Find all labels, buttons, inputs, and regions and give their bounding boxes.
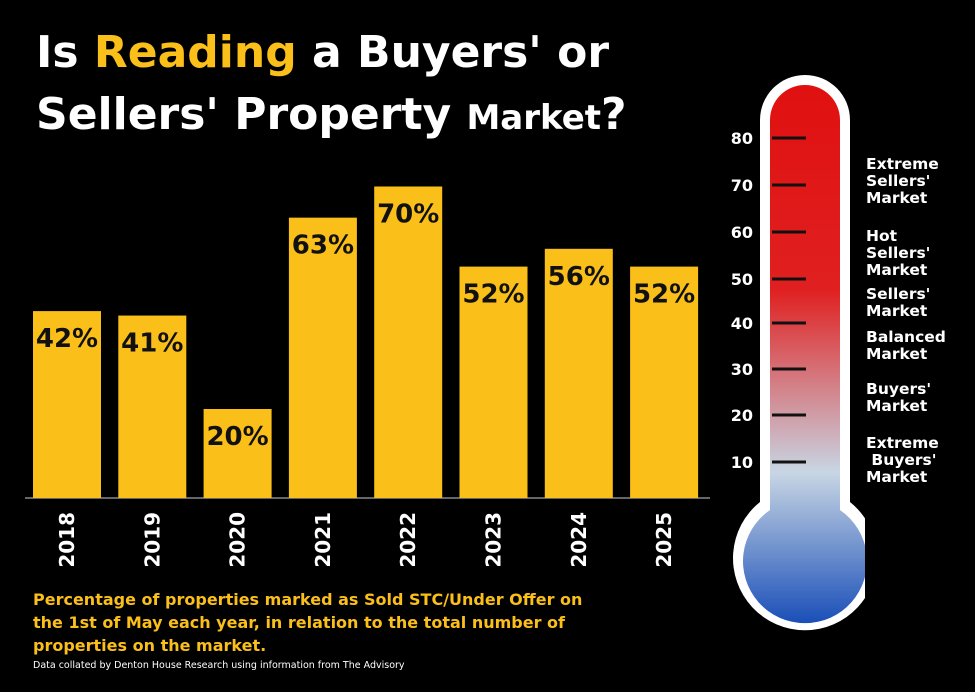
bar-2022: [374, 186, 443, 498]
market-zone-label: Hot Sellers' Market: [866, 227, 931, 279]
title-part: ?: [601, 89, 627, 140]
thermometer-tick-label: 80: [731, 129, 753, 148]
title-part: a Buyers' or: [296, 27, 610, 78]
year-tick-label: 2023: [482, 512, 506, 568]
year-tick-label: 2022: [396, 512, 420, 568]
bar-value-label: 70%: [377, 200, 439, 230]
bar-value-label: 41%: [121, 329, 183, 359]
thermometer-tick-label: 20: [731, 406, 753, 425]
bar-value-label: 42%: [36, 324, 98, 354]
page-title: Is Reading a Buyers' or Sellers' Property…: [36, 22, 676, 149]
bar-value-label: 52%: [633, 280, 695, 310]
year-tick-label: 2019: [140, 512, 164, 568]
thermometer-tick-label: 10: [731, 453, 753, 472]
thermometer-tick-label: 50: [731, 270, 753, 289]
title-highlight: Reading: [93, 27, 297, 78]
bar-2025: [630, 266, 699, 498]
bar-chart: 42% 2018 41% 2019 20% 2020 63% 2021 70% 2022 52% 20…: [25, 186, 710, 568]
bar-2020: [203, 409, 272, 498]
year-tick-label: 2024: [567, 512, 591, 568]
thermometer-tick-label: 40: [731, 314, 753, 333]
year-tick-label: 2018: [55, 512, 79, 568]
market-zone-label: Balanced Market: [866, 328, 946, 363]
title-part: Is: [36, 27, 94, 78]
bar-2019: [118, 315, 187, 498]
thermometer-tick-label: 60: [731, 223, 753, 242]
year-tick-label: 2021: [311, 512, 335, 568]
market-zone-label: Extreme Sellers' Market: [866, 155, 939, 207]
thermometer: 80 70 60 50 40 30 20 10: [731, 75, 865, 631]
bar-value-label: 20%: [206, 422, 268, 452]
thermometer-tick-label: 70: [731, 176, 753, 195]
bar-2021: [288, 217, 357, 498]
chart-caption: Percentage of properties marked as Sold …: [33, 590, 583, 655]
thermometer-fill: [743, 85, 865, 624]
title-part: Sellers' Property: [36, 89, 467, 140]
year-tick-label: 2020: [226, 512, 250, 568]
year-tick-label: 2025: [652, 512, 676, 568]
bar-2018: [33, 311, 101, 498]
bar-value-label: 63%: [292, 231, 354, 261]
thermometer-tick-label: 30: [731, 360, 753, 379]
bar-value-label: 56%: [548, 262, 610, 292]
market-zone-label: Sellers' Market: [866, 285, 931, 320]
market-zone-label: Buyers' Market: [866, 380, 932, 415]
bar-2024: [544, 248, 613, 498]
source-note: Data collated by Denton House Research u…: [33, 660, 405, 671]
title-part: Market: [466, 98, 602, 138]
bar-value-label: 52%: [462, 280, 524, 310]
bar-2023: [459, 266, 528, 498]
market-zone-label: Extreme Buyers' Market: [866, 434, 939, 486]
